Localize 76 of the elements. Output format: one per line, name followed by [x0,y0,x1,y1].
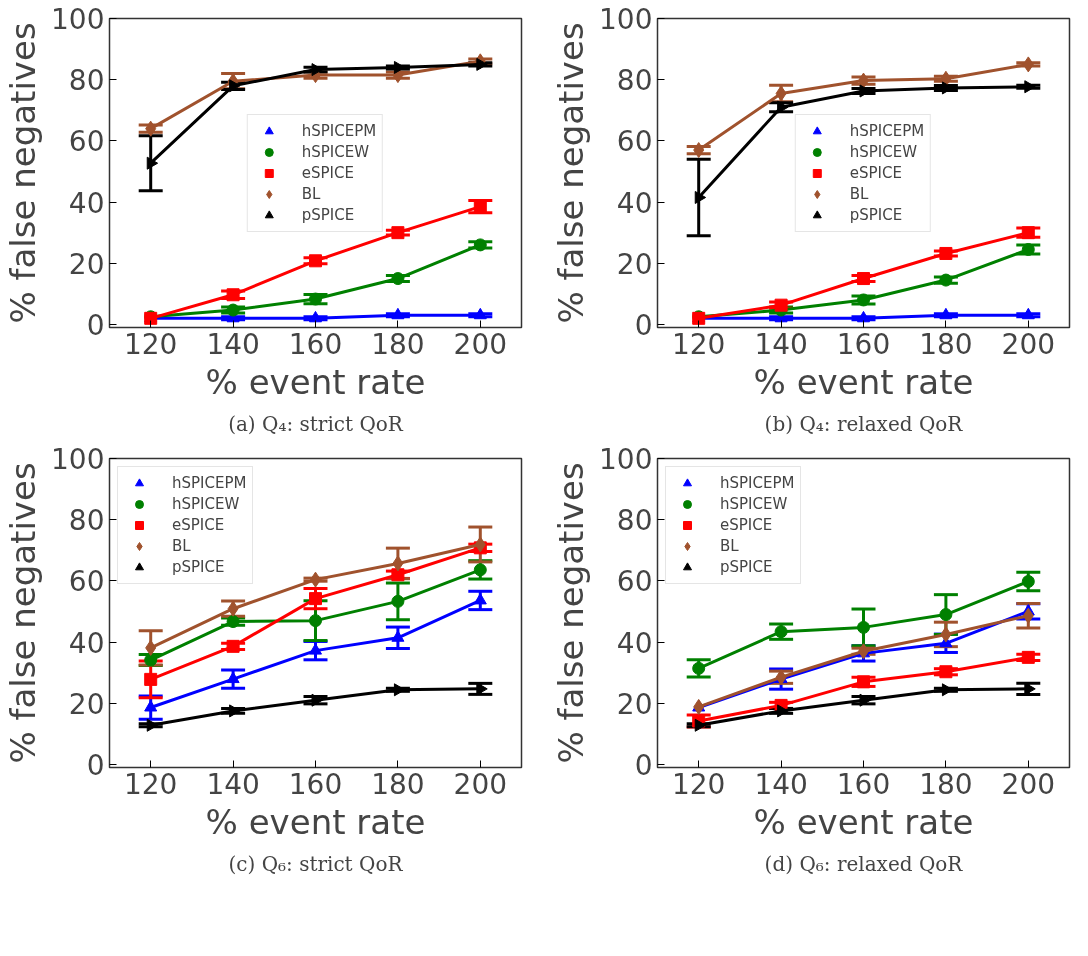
y-tick-label: 20 [616,247,653,281]
y-tick-label: 20 [68,687,105,721]
y-tick-label: 100 [599,3,653,36]
x-tick-label: 160 [288,767,343,801]
legend-label: hSPICEPM [849,121,925,140]
x-tick-label: 140 [754,767,808,801]
y-tick-label: 60 [616,125,653,159]
y-tick-label: 20 [616,687,653,721]
y-tick-label: 40 [68,626,105,660]
y-tick-label: 80 [68,504,105,538]
y-tick-label: 100 [51,3,105,36]
x-tick-label: 200 [453,767,508,801]
y-tick-label: 60 [616,565,653,599]
x-tick-label: 120 [671,767,726,801]
y-tick-label: 80 [68,64,105,98]
x-tick-label: 160 [836,327,891,361]
x-tick-label: 180 [919,767,973,801]
x-axis-title: % event rate [205,801,426,842]
y-tick-label: 0 [86,308,105,342]
y-tick-label: 100 [599,443,653,476]
text: (c) Q₆: strict QoR [228,851,404,876]
y-tick-label: 80 [616,64,653,98]
x-tick-label: 180 [371,327,425,361]
legend-label: pSPICE [301,205,355,224]
legend-label: hSPICEW [301,142,370,161]
x-tick-label: 120 [123,327,178,361]
y-tick-label: 0 [86,748,105,782]
y-tick-label: 0 [634,748,653,782]
x-tick-label: 180 [371,767,425,801]
x-tick-label: 200 [453,327,508,361]
y-axis-title: % false negatives [551,22,592,324]
legend-label: pSPICE [720,558,773,576]
y-tick-label: 60 [68,125,105,159]
x-tick-label: 120 [671,327,726,361]
legend-label: pSPICE [172,558,225,576]
x-axis-title: % event rate [205,361,426,402]
x-axis-title: % event rate [753,361,974,402]
y-tick-label: 0 [634,308,653,342]
legend-label: BL [720,537,740,555]
x-tick-label: 180 [919,327,973,361]
legend-label: hSPICEW [720,495,788,513]
legend-label: BL [301,184,322,203]
y-axis-title: % false negatives [3,22,44,324]
legend-label: hSPICEW [172,495,240,513]
legend-label: eSPICE [301,163,354,182]
legend-label: hSPICEW [849,142,918,161]
x-axis-title: % event rate [753,801,974,842]
x-tick-label: 140 [206,327,260,361]
y-tick-label: 20 [68,247,105,281]
y-tick-label: 40 [616,626,653,660]
y-tick-label: 80 [616,504,653,538]
legend-label: eSPICE [172,516,225,534]
x-tick-label: 200 [1001,327,1056,361]
y-tick-label: 100 [51,443,105,476]
legend-label: eSPICE [720,516,773,534]
x-tick-label: 140 [206,767,260,801]
text: (a) Q₄: strict QoR [228,411,404,436]
legend-label: hSPICEPM [172,474,247,492]
x-tick-label: 140 [754,327,808,361]
x-tick-label: 200 [1001,767,1056,801]
y-tick-label: 40 [68,186,105,220]
x-tick-label: 120 [123,767,178,801]
y-tick-label: 60 [68,565,105,599]
legend-label: BL [849,184,870,203]
y-axis-title: % false negatives [3,462,44,764]
x-tick-label: 160 [288,327,343,361]
x-tick-label: 160 [836,767,891,801]
legend-label: BL [172,537,192,555]
legend-label: pSPICE [849,205,903,224]
legend-label: eSPICE [849,163,902,182]
legend-label: hSPICEPM [301,121,377,140]
text: (d) Q₆: relaxed QoR [764,851,964,876]
y-axis-title: % false negatives [551,462,592,764]
y-tick-label: 40 [616,186,653,220]
text: (b) Q₄: relaxed QoR [764,411,964,436]
legend-label: hSPICEPM [720,474,795,492]
